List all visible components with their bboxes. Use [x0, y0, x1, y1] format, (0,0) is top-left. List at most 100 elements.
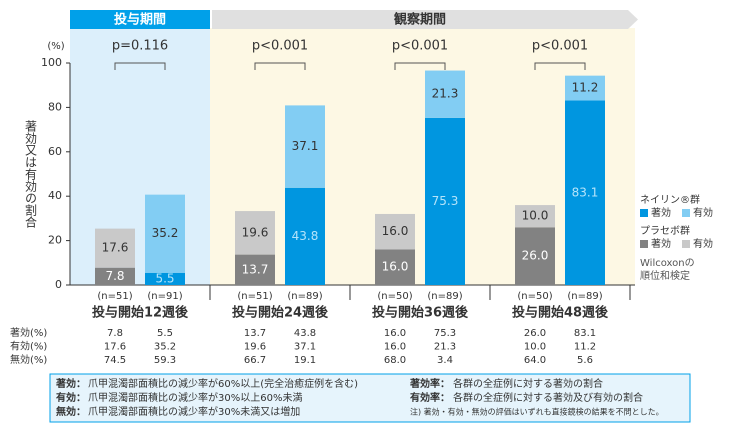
y-tick-label: 0	[55, 278, 62, 291]
n-label: (n=91)	[147, 291, 182, 302]
legend-swatch	[640, 209, 648, 217]
bar-segment	[515, 205, 555, 228]
table-cell: 10.0	[524, 342, 546, 353]
bar-segment	[95, 267, 135, 285]
table-cell: 35.2	[154, 342, 176, 353]
table-cell: 37.1	[294, 342, 316, 353]
footnote-term: 有効率：	[410, 391, 450, 404]
p-bracket	[254, 62, 306, 70]
n-label: (n=89)	[567, 291, 602, 302]
footnote-text: 爪甲混濁部面積比の減少率が60%以上(完全治癒症例を含む)	[88, 377, 358, 390]
legend-swatch	[682, 209, 690, 217]
footnote-term: 無効：	[56, 405, 86, 418]
legend-group: プラセボ群	[640, 224, 690, 237]
value-label: 11.2	[572, 81, 599, 95]
value-label: 21.3	[432, 87, 459, 101]
row-header: 有効(%)	[10, 340, 47, 353]
row-header: 著効(%)	[10, 326, 47, 339]
footnote-box	[49, 373, 691, 423]
table-cell: 75.3	[434, 328, 456, 339]
bar-segment	[95, 228, 135, 268]
table-cell: 26.0	[524, 328, 546, 339]
row-header: 無効(%)	[10, 353, 47, 366]
observation-band	[212, 10, 638, 29]
bar-segment	[235, 211, 275, 255]
value-label: 13.7	[242, 262, 269, 276]
value-label: 43.8	[292, 229, 319, 243]
observation-bg	[210, 28, 635, 285]
bar-segment	[565, 75, 605, 101]
value-label: 7.8	[105, 269, 124, 283]
category-label: 投与開始24週後	[232, 305, 329, 321]
treatment-label: 投与期間	[114, 12, 166, 28]
value-label: 19.6	[242, 225, 269, 239]
legend-label: 有効	[693, 237, 713, 250]
y-tick-label: 60	[48, 145, 62, 158]
treatment-bg	[70, 28, 210, 285]
category-label: 投与開始48週後	[512, 305, 609, 321]
treatment-band	[70, 10, 210, 29]
footnote-text: 各群の全症例に対する著効の割合	[453, 377, 603, 390]
footnote-term: 著効：	[55, 377, 86, 390]
bar-segment	[565, 100, 605, 285]
legend-swatch	[640, 240, 648, 248]
footnote-term: 有効：	[56, 391, 86, 404]
p-value: p<0.001	[392, 39, 448, 54]
bar-segment	[425, 117, 465, 285]
table-cell: 7.8	[107, 328, 123, 339]
bar-segment	[425, 70, 465, 118]
p-bracket	[534, 62, 586, 70]
table-cell: 74.5	[104, 355, 126, 366]
n-label: (n=50)	[517, 291, 552, 302]
table-cell: 5.5	[157, 328, 173, 339]
table-cell: 13.7	[244, 328, 266, 339]
p-value: p<0.001	[532, 39, 588, 54]
legend-label: 著効	[651, 237, 671, 250]
legend-group: ネイリン®群	[640, 193, 700, 206]
bar-segment	[145, 272, 185, 285]
table-cell: 68.0	[384, 355, 406, 366]
n-label: (n=50)	[377, 291, 412, 302]
p-value: p=0.116	[112, 39, 168, 54]
value-label: 83.1	[572, 185, 599, 199]
bar-segment	[145, 194, 185, 273]
category-label: 投与開始36週後	[372, 305, 469, 321]
bar-segment	[515, 227, 555, 285]
n-label: (n=89)	[287, 291, 322, 302]
table-cell: 21.3	[434, 342, 456, 353]
legend-swatch	[682, 240, 690, 248]
value-label: 16.0	[382, 224, 409, 238]
bar-segment	[375, 249, 415, 285]
table-cell: 16.0	[384, 342, 406, 353]
value-label: 75.3	[432, 194, 459, 208]
test-note: 順位和検定	[640, 269, 690, 282]
y-unit: (%)	[47, 41, 64, 52]
table-cell: 43.8	[294, 328, 316, 339]
table-cell: 17.6	[104, 342, 126, 353]
n-label: (n=51)	[97, 291, 132, 302]
y-tick-label: 20	[48, 234, 62, 247]
table-cell: 66.7	[244, 355, 266, 366]
table-cell: 64.0	[524, 355, 546, 366]
value-label: 26.0	[522, 249, 549, 263]
n-label: (n=89)	[427, 291, 462, 302]
p-bracket	[114, 62, 166, 70]
table-cell: 83.1	[574, 328, 596, 339]
observation-label: 観察期間	[393, 12, 446, 28]
bar-segment	[375, 213, 415, 250]
table-cell: 59.3	[154, 355, 176, 366]
y-tick-label: 80	[48, 100, 62, 113]
legend-label: 著効	[651, 206, 671, 219]
bar-segment	[235, 254, 275, 285]
footnote-text: 爪甲混濁部面積比の減少率が30%以上60%未満	[88, 391, 302, 404]
bar-segment	[285, 187, 325, 285]
p-bracket	[394, 62, 446, 70]
legend-label: 有効	[693, 206, 713, 219]
y-axis-label: 著効又は有効の割合	[24, 120, 38, 228]
table-cell: 5.6	[577, 355, 593, 366]
test-note: Wilcoxonの	[640, 258, 695, 269]
value-label: 37.1	[292, 139, 319, 153]
footnote-term: 著効率：	[409, 377, 450, 390]
p-value: p<0.001	[252, 39, 308, 54]
